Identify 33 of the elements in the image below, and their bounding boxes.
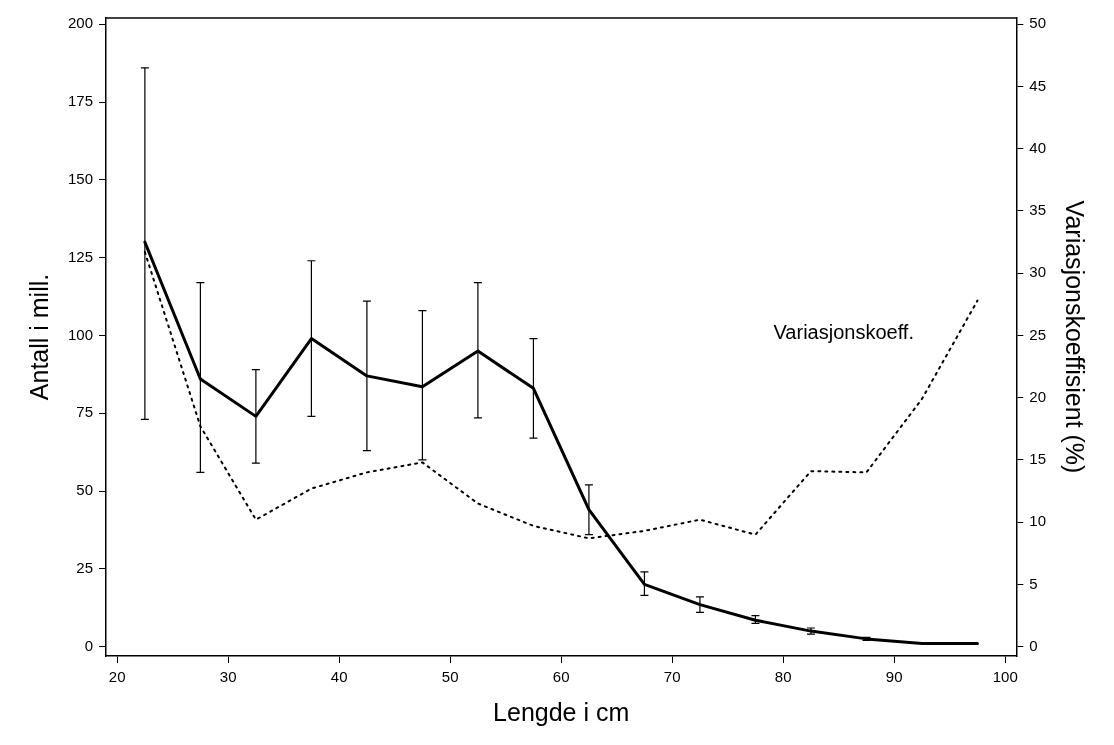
y2-tick-label: 10 xyxy=(1029,512,1046,530)
y2-tick-label: 40 xyxy=(1029,138,1046,156)
x-tick-label: 30 xyxy=(219,668,237,686)
x-axis-title: Lengde i cm xyxy=(493,697,630,726)
y-tick-label: 100 xyxy=(68,325,94,343)
y2-tick-label: 20 xyxy=(1029,387,1046,405)
x-tick-label: 20 xyxy=(108,668,126,686)
y-tick-label: 50 xyxy=(76,481,94,499)
x-tick-label: 70 xyxy=(663,668,681,686)
y-tick-label: 200 xyxy=(68,14,94,32)
x-tick-label: 60 xyxy=(552,668,570,686)
y-tick-label: 125 xyxy=(68,247,94,265)
y2-tick-label: 0 xyxy=(1029,636,1038,654)
x-tick-label: 100 xyxy=(992,668,1018,686)
y-tick-label: 25 xyxy=(76,559,94,576)
y2-tick-label: 45 xyxy=(1029,76,1046,94)
y2-tick-label: 50 xyxy=(1029,14,1046,32)
y2-tick-label: 25 xyxy=(1029,325,1046,343)
y-tick-label: 0 xyxy=(84,636,94,654)
y2-tick-label: 35 xyxy=(1029,201,1046,219)
y-tick-label: 175 xyxy=(68,92,94,110)
series-label: Variasjonskoeff. xyxy=(773,321,914,344)
x-tick-label: 50 xyxy=(441,668,459,686)
y2-tick-label: 30 xyxy=(1029,263,1046,281)
x-tick-label: 90 xyxy=(885,668,903,686)
y-axis-title: Antall i mill. xyxy=(24,273,53,401)
x-tick-label: 40 xyxy=(330,668,348,686)
y-tick-label: 75 xyxy=(76,403,94,421)
y2-tick-label: 15 xyxy=(1029,450,1046,468)
x-tick-label: 80 xyxy=(774,668,792,686)
y2-tick-label: 5 xyxy=(1029,574,1038,592)
y2-axis-title: Variasjonskoeffisient (%) xyxy=(1061,200,1090,474)
y-tick-label: 150 xyxy=(68,169,94,187)
